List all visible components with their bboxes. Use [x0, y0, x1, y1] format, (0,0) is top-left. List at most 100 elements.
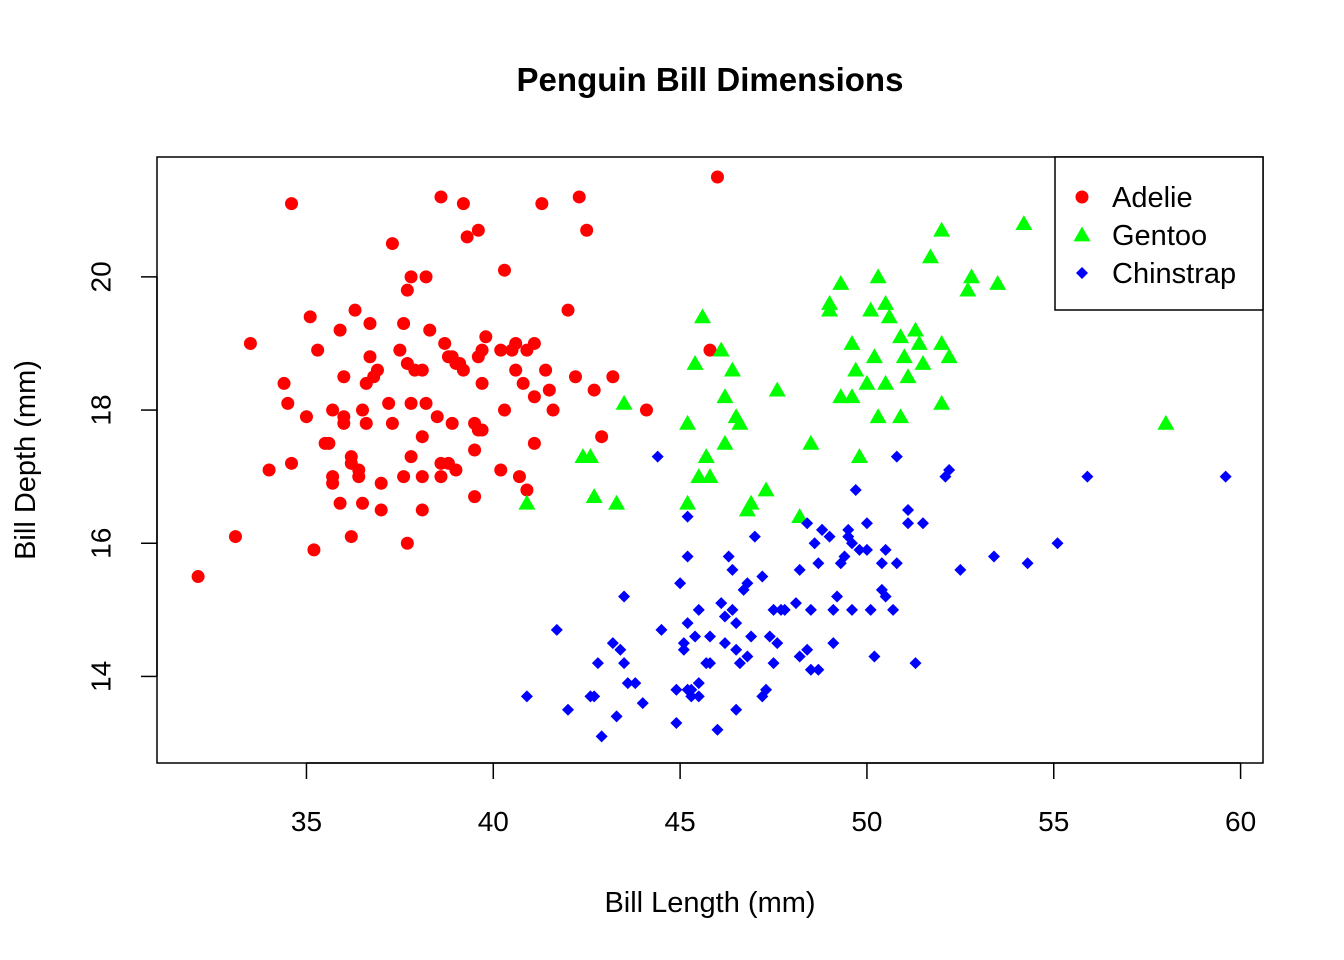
chinstrap-point	[789, 597, 802, 610]
x-tick-label: 50	[851, 806, 882, 837]
adelie-point	[262, 463, 276, 477]
chinstrap-point	[674, 577, 687, 590]
adelie-point	[397, 470, 411, 484]
chinstrap-point	[606, 637, 619, 650]
chinstrap-point	[722, 550, 735, 563]
chinstrap-point	[827, 603, 840, 616]
legend-adelie-marker	[1075, 190, 1089, 204]
gentoo-point	[731, 414, 749, 430]
adelie-point	[326, 403, 340, 417]
chinstrap-point	[778, 603, 791, 616]
chinstrap-point	[849, 483, 862, 496]
adelie-point	[385, 237, 399, 251]
chinstrap-point	[909, 657, 922, 670]
adelie-point	[475, 423, 489, 437]
chinstrap-point	[618, 590, 631, 603]
chinstrap-point	[812, 557, 825, 570]
x-tick-label: 45	[665, 806, 696, 837]
adelie-point	[430, 410, 444, 424]
chinstrap-point	[733, 657, 746, 670]
gentoo-point	[581, 448, 599, 464]
adelie-point	[419, 396, 433, 410]
chinstrap-point	[887, 603, 900, 616]
adelie-point	[397, 316, 411, 330]
chinstrap-point	[670, 717, 683, 730]
data-points	[191, 170, 1232, 743]
gentoo-point	[585, 488, 603, 504]
adelie-point	[595, 430, 609, 444]
adelie-point	[393, 343, 407, 357]
adelie-point	[703, 343, 717, 357]
gentoo-point	[862, 301, 880, 317]
gentoo-point	[933, 394, 951, 410]
chinstrap-point	[726, 563, 739, 576]
chinstrap-point	[916, 517, 929, 530]
gentoo-point	[910, 334, 928, 350]
series-chinstrap	[520, 450, 1232, 743]
adelie-point	[475, 343, 489, 357]
gentoo-point	[843, 334, 861, 350]
gentoo-point	[933, 334, 951, 350]
chinstrap-point	[834, 557, 847, 570]
chinstrap-point	[681, 617, 694, 630]
gentoo-point	[615, 394, 633, 410]
gentoo-point	[1015, 215, 1033, 230]
gentoo-point	[742, 494, 760, 510]
adelie-point	[456, 363, 470, 377]
adelie-point	[415, 470, 429, 484]
chinstrap-point	[890, 450, 903, 463]
chinstrap-point	[520, 690, 533, 703]
gentoo-point	[877, 374, 895, 390]
adelie-point	[479, 330, 493, 344]
chinstrap-point	[767, 657, 780, 670]
adelie-point	[285, 197, 299, 211]
chinstrap-point	[618, 657, 631, 670]
chinstrap-point	[730, 703, 743, 716]
chinstrap-point	[954, 563, 967, 576]
chinstrap-point	[902, 503, 915, 516]
gentoo-point	[850, 448, 868, 464]
chinstrap-point	[831, 590, 844, 603]
gentoo-point	[757, 481, 775, 497]
gentoo-point	[989, 275, 1007, 290]
x-tick-label: 55	[1038, 806, 1069, 837]
x-tick-label: 60	[1225, 806, 1256, 837]
adelie-point	[311, 343, 325, 357]
chinstrap-point	[827, 637, 840, 650]
chinstrap-point	[562, 703, 575, 716]
chinstrap-point	[1081, 470, 1094, 483]
adelie-point	[400, 283, 414, 297]
gentoo-point	[723, 361, 741, 377]
chart-title: Penguin Bill Dimensions	[517, 61, 904, 98]
chinstrap-point	[741, 650, 754, 663]
adelie-point	[497, 403, 511, 417]
adelie-point	[299, 410, 313, 424]
gentoo-point	[921, 248, 939, 264]
chinstrap-point	[614, 643, 627, 656]
adelie-point	[385, 416, 399, 430]
chinstrap-point	[804, 603, 817, 616]
adelie-point	[542, 383, 556, 397]
adelie-point	[580, 223, 594, 237]
chinstrap-point	[801, 643, 814, 656]
adelie-point	[497, 263, 511, 277]
chinstrap-point	[823, 530, 836, 543]
legend-gentoo-label: Gentoo	[1112, 220, 1207, 252]
adelie-point	[456, 197, 470, 211]
chinstrap-point	[588, 690, 601, 703]
chinstrap-point	[760, 683, 773, 696]
adelie-point	[400, 536, 414, 550]
gentoo-point	[701, 468, 719, 484]
adelie-point	[434, 470, 448, 484]
adelie-point	[460, 230, 474, 244]
adelie-point	[415, 503, 429, 517]
adelie-point	[348, 303, 362, 317]
gentoo-point	[843, 388, 861, 404]
adelie-point	[527, 336, 541, 350]
chinstrap-point	[879, 543, 892, 556]
gentoo-point	[895, 348, 913, 364]
gentoo-point	[963, 268, 981, 284]
adelie-point	[359, 416, 373, 430]
chinstrap-point	[804, 663, 817, 676]
